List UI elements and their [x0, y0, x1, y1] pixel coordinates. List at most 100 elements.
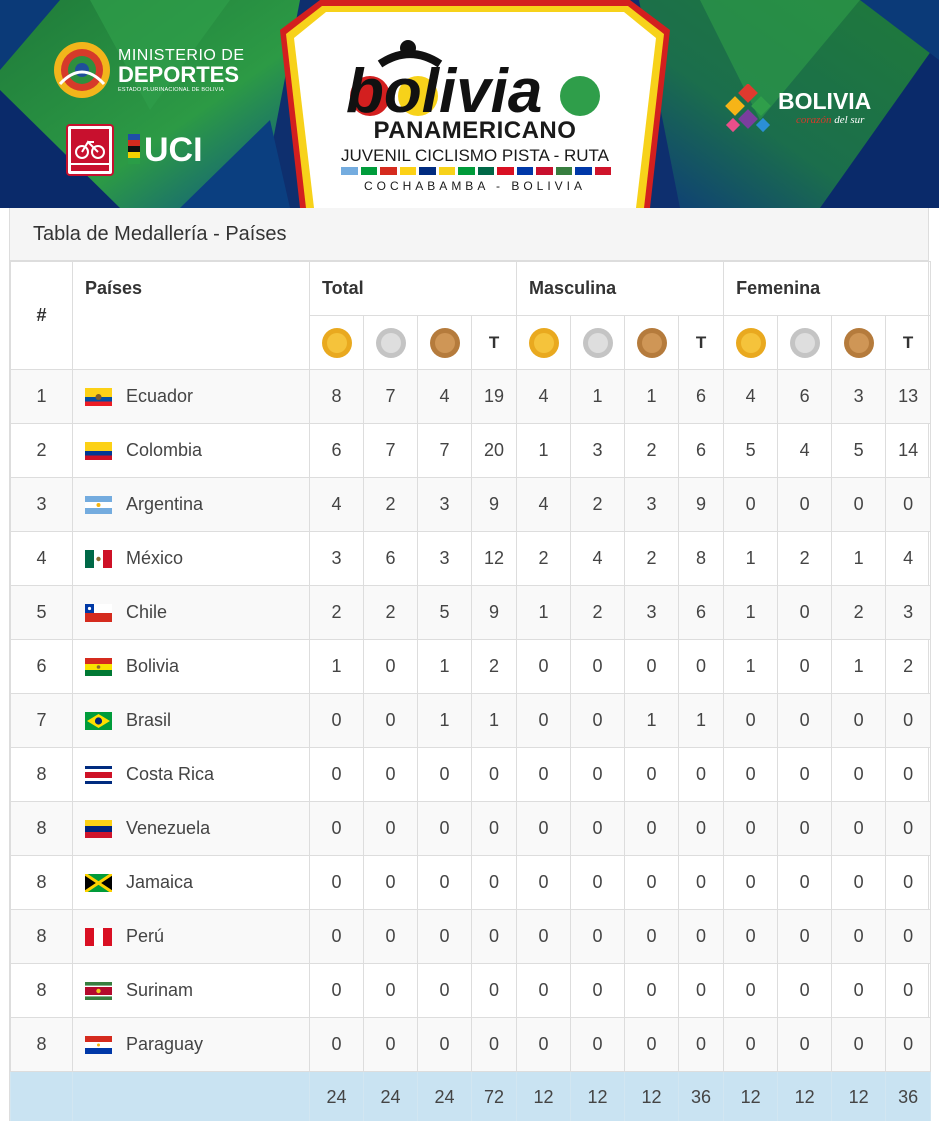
- total-t-cell: 19: [470, 369, 518, 424]
- fem-t-cell: 3: [885, 585, 932, 640]
- country-name: Perú: [126, 926, 165, 946]
- fem-gold-cell: 0: [723, 909, 779, 964]
- rank-cell: 8: [10, 801, 73, 856]
- total-bronze-cell: 3: [417, 531, 472, 586]
- colombia-flag-icon: [85, 442, 112, 461]
- fem-silver-cell: 0: [777, 477, 833, 532]
- masc-silver-cell: 0: [570, 747, 626, 802]
- country-name: México: [126, 548, 184, 568]
- ministerio-emblem-icon: [54, 42, 110, 98]
- fem-silver-cell: 0: [777, 747, 833, 802]
- masc-gold-cell: 0: [516, 1017, 572, 1072]
- country-cell: Venezuela: [72, 801, 310, 856]
- silver-medal-icon: [375, 327, 406, 358]
- total-silver-cell: 6: [363, 531, 418, 586]
- total-gold-cell: 0: [309, 963, 364, 1018]
- rank-cell: 6: [10, 639, 73, 694]
- rank-cell: 8: [10, 1017, 73, 1072]
- fem-silver-cell: 0: [777, 639, 833, 694]
- totals-footer-row: 24 24 24 72 12 12 12 36 12 12 12 36: [10, 1071, 932, 1121]
- total-group-header: Total: [308, 261, 518, 316]
- fem-bronze-cell: 0: [831, 963, 887, 1018]
- rank-header: #: [10, 261, 73, 370]
- masc-t-cell: 0: [678, 639, 725, 694]
- silver-header: [363, 315, 418, 370]
- masc-silver-cell: 2: [570, 477, 626, 532]
- masc-silver-cell: 4: [570, 531, 626, 586]
- rank-cell: 8: [10, 963, 73, 1018]
- country-cell: México: [72, 531, 310, 586]
- table-row: 3 Argentina 4 2 3 9 4 2 3 9 0 0 0 0: [10, 477, 932, 532]
- fem-bronze-cell: 0: [831, 801, 887, 856]
- country-cell: Chile: [72, 585, 310, 640]
- country-cell: Bolivia: [72, 639, 310, 694]
- masc-gold-cell: 2: [516, 531, 572, 586]
- masc-bronze-cell: 0: [624, 1017, 680, 1072]
- total-silver-cell: 0: [363, 801, 418, 856]
- total-t-cell: 0: [470, 963, 518, 1018]
- bronze-header: [417, 315, 472, 370]
- ministerio-line-3: ESTADO PLURINACIONAL DE BOLIVIA: [118, 87, 225, 93]
- tagline-part-a: corazón: [796, 114, 832, 126]
- brasil-flag-icon: [85, 712, 112, 731]
- masc-gold-cell: 1: [516, 585, 572, 640]
- total-silver-cell: 0: [363, 855, 418, 910]
- total-silver-cell: 0: [363, 909, 418, 964]
- masc-t-cell: 1: [678, 693, 725, 748]
- country-header: Países: [72, 261, 310, 370]
- fem-silver-cell: 0: [777, 693, 833, 748]
- masc-t-cell: 0: [678, 747, 725, 802]
- total-bronze-cell: 5: [417, 585, 472, 640]
- table-row: 8 Jamaica 0 0 0 0 0 0 0 0 0 0 0 0: [10, 855, 932, 910]
- masc-bronze-cell: 2: [624, 423, 680, 478]
- masc-silver-cell: 0: [570, 801, 626, 856]
- event-subtitle-2: JUVENIL CICLISMO PISTA - RUTA: [341, 146, 609, 165]
- rank-cell: 8: [10, 747, 73, 802]
- masc-bronze-cell: 1: [624, 693, 680, 748]
- copac-logo: [66, 124, 114, 176]
- country-cell: Perú: [72, 909, 310, 964]
- fem-gold-cell: 0: [723, 963, 779, 1018]
- fem-t-cell: 0: [885, 693, 932, 748]
- total-bronze-cell: 0: [417, 855, 472, 910]
- masc-silver-cell: 0: [570, 693, 626, 748]
- footer-masc-bronze: 12: [624, 1071, 680, 1121]
- fem-bronze-cell: 1: [831, 639, 887, 694]
- total-gold-cell: 0: [309, 855, 364, 910]
- silver-header: [570, 315, 626, 370]
- marca-pais-diamond-icon: [725, 84, 771, 133]
- total-t-cell: 1: [470, 693, 518, 748]
- masc-t-cell: 9: [678, 477, 725, 532]
- country-cell: Colombia: [72, 423, 310, 478]
- gold-header: [516, 315, 572, 370]
- table-row: 4 México 3 6 3 12 2 4 2 8 1 2 1 4: [10, 531, 932, 586]
- ministerio-deportes-logo: MINISTERIO DE DEPORTES ESTADO PLURINACIO…: [52, 40, 252, 104]
- rank-cell: 3: [10, 477, 73, 532]
- fem-bronze-cell: 0: [831, 1017, 887, 1072]
- total-t-cell: 0: [470, 855, 518, 910]
- total-bronze-cell: 0: [417, 1017, 472, 1072]
- country-name: Jamaica: [126, 872, 194, 892]
- wheel-yellow-icon: [398, 76, 438, 116]
- country-name: Argentina: [126, 494, 204, 514]
- fem-t-cell: 0: [885, 909, 932, 964]
- masc-t-cell: 0: [678, 855, 725, 910]
- masc-bronze-cell: 3: [624, 585, 680, 640]
- country-name: Colombia: [126, 440, 203, 460]
- marca-pais-tagline: corazón del sur: [796, 113, 864, 127]
- fem-gold-cell: 1: [723, 531, 779, 586]
- total-bronze-cell: 0: [417, 747, 472, 802]
- masc-gold-cell: 0: [516, 801, 572, 856]
- total-bronze-cell: 7: [417, 423, 472, 478]
- country-cell: Costa Rica: [72, 747, 310, 802]
- fem-silver-cell: 0: [777, 801, 833, 856]
- chile-flag-icon: [85, 604, 112, 623]
- fem-t-cell: 13: [885, 369, 932, 424]
- total-t-cell: 2: [470, 639, 518, 694]
- country-name: Chile: [126, 602, 168, 622]
- country-cell: Paraguay: [72, 1017, 310, 1072]
- total-gold-cell: 6: [309, 423, 364, 478]
- footer-masc-t: 36: [678, 1071, 725, 1121]
- femenina-t-header: T: [885, 315, 932, 370]
- fem-bronze-cell: 1: [831, 531, 887, 586]
